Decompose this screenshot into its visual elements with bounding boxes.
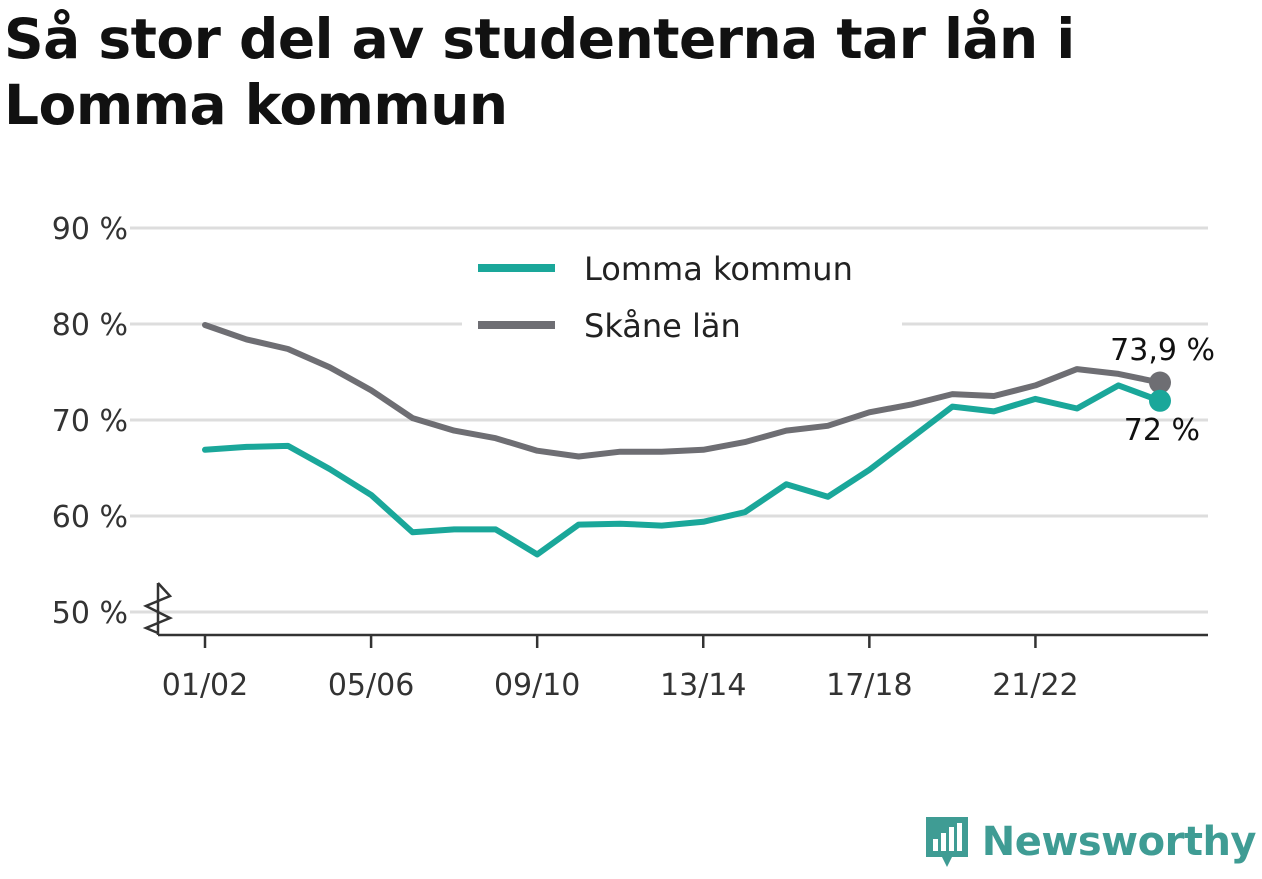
series-lines bbox=[202, 322, 1171, 558]
legend-label: Skåne län bbox=[584, 307, 741, 345]
series-line-lomma-kommun bbox=[202, 382, 1163, 558]
x-tick-label: 17/18 bbox=[826, 668, 912, 703]
x-tick-label: 05/06 bbox=[328, 668, 414, 703]
series-line-skane-lan bbox=[202, 322, 1163, 460]
y-tick-label: 70 % bbox=[52, 404, 128, 439]
brand-logo: Newsworthy bbox=[922, 813, 1257, 871]
y-axis-break bbox=[142, 582, 174, 635]
brand-name: Newsworthy bbox=[981, 819, 1257, 865]
end-point-skane-lan bbox=[1149, 371, 1171, 394]
end-labels: 73,9 % 72 % bbox=[1110, 333, 1215, 448]
y-tick-label: 50 % bbox=[52, 596, 128, 631]
y-tick-label: 80 % bbox=[52, 308, 128, 343]
end-label-lomma-kommun: 72 % bbox=[1124, 413, 1200, 448]
legend-label: Lomma kommun bbox=[584, 250, 853, 288]
x-tick-label: 13/14 bbox=[660, 668, 746, 703]
x-tick-label: 21/22 bbox=[992, 668, 1078, 703]
end-label-skane-lan: 73,9 % bbox=[1110, 333, 1215, 368]
end-point-lomma-kommun bbox=[1149, 389, 1171, 412]
y-tick-label: 60 % bbox=[52, 500, 128, 535]
legend-background bbox=[462, 243, 902, 355]
y-tick-label: 90 % bbox=[52, 212, 128, 247]
x-tick-label: 09/10 bbox=[494, 668, 580, 703]
chart-title: Så stor del av studenterna tar lån i Lom… bbox=[4, 7, 1075, 137]
axes: 50 % 60 % 70 % 80 % 90 % 01/02 05/06 09/10 13/14… bbox=[52, 212, 1208, 703]
newsworthy-logo-icon bbox=[925, 817, 968, 867]
x-tick-label: 01/02 bbox=[162, 668, 248, 703]
gridlines bbox=[130, 226, 1208, 614]
legend: Lomma kommun Skåne län bbox=[462, 243, 902, 355]
